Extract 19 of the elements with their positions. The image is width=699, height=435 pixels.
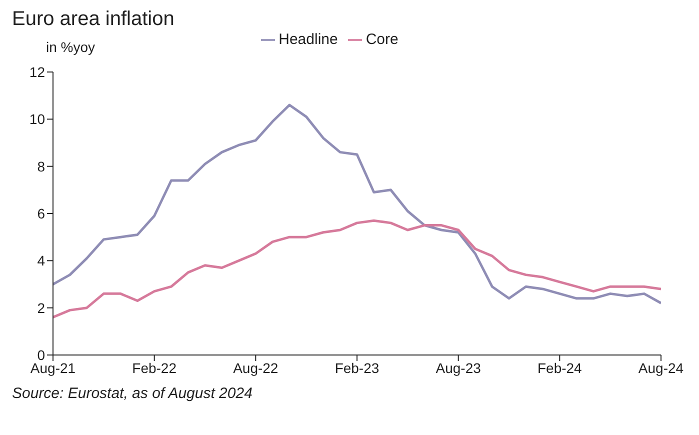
y-tick-label: 12: [29, 64, 46, 80]
y-tick-label: 10: [29, 111, 46, 128]
x-tick-label: Aug-22: [233, 360, 278, 376]
y-tick-label: 8: [37, 158, 46, 174]
line-series: [53, 219, 661, 319]
x-tick-label: Aug-23: [436, 360, 482, 376]
x-tick-label: Aug-24: [638, 360, 684, 376]
source-note: Source: Eurostat, as of August 2024: [12, 385, 254, 402]
y-tick-label: 2: [37, 300, 46, 316]
chart-title: Euro area inflation: [12, 8, 176, 31]
y-tick-label: 6: [37, 205, 46, 222]
line-series: [53, 104, 661, 304]
y-tick-label: 4: [37, 252, 46, 269]
x-tick-label: Feb-23: [334, 360, 380, 376]
x-tick-label: Feb-24: [537, 360, 582, 376]
legend-label: Headline: [278, 31, 338, 48]
y-axis-title: in %yoy: [46, 39, 96, 55]
x-tick-label: Feb-22: [132, 360, 177, 376]
legend-label: Core: [366, 31, 398, 48]
